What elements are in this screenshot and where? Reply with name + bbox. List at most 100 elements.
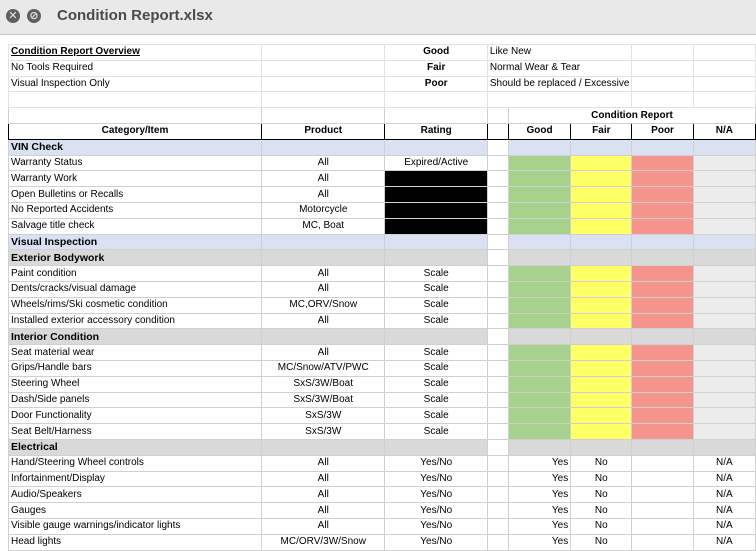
blank-cell[interactable]: [486, 138, 509, 156]
blank-cell[interactable]: [692, 233, 756, 251]
good-rating-cell[interactable]: [507, 375, 572, 393]
good-rating-cell[interactable]: [507, 296, 572, 314]
item-name[interactable]: Hand/Steering Wheel controls: [8, 454, 262, 472]
blank-cell[interactable]: [631, 517, 694, 535]
na-rating-cell[interactable]: [692, 154, 756, 172]
blank-cell[interactable]: [486, 312, 509, 330]
poor-rating-cell[interactable]: [631, 217, 694, 235]
item-name[interactable]: Open Bulletins or Recalls: [8, 186, 262, 203]
item-rating[interactable]: [384, 201, 488, 219]
fair-rating-cell[interactable]: [570, 359, 633, 377]
blank-cell[interactable]: [486, 423, 509, 440]
blank-cell[interactable]: [384, 328, 488, 346]
fair-rating-cell[interactable]: [570, 186, 633, 203]
blank-cell[interactable]: [260, 59, 386, 77]
item-rating[interactable]: Yes/No: [384, 470, 488, 488]
blank-cell[interactable]: [486, 454, 509, 472]
blank-cell[interactable]: [507, 438, 572, 456]
good-rating-cell[interactable]: [507, 170, 572, 188]
blank-cell[interactable]: [631, 138, 694, 156]
blank-cell[interactable]: [260, 438, 386, 456]
na-rating-cell[interactable]: [692, 359, 756, 377]
item-product[interactable]: All: [260, 517, 386, 535]
item-name[interactable]: Gauges: [8, 502, 262, 519]
poor-rating-cell[interactable]: [631, 312, 694, 330]
good-value[interactable]: Yes: [507, 502, 572, 519]
item-name[interactable]: Audio/Speakers: [8, 486, 262, 504]
fair-rating-cell[interactable]: [570, 217, 633, 235]
na-rating-cell[interactable]: [692, 280, 756, 298]
poor-rating-cell[interactable]: [631, 407, 694, 425]
na-value[interactable]: N/A: [692, 517, 756, 535]
blank-cell[interactable]: [384, 233, 488, 251]
fair-rating-cell[interactable]: [570, 154, 633, 172]
blank-cell[interactable]: [486, 391, 509, 409]
blank-cell[interactable]: [631, 438, 694, 456]
rating-level-description[interactable]: Normal Wear & Tear: [486, 59, 633, 77]
item-product[interactable]: All: [260, 344, 386, 361]
blank-cell[interactable]: [486, 328, 509, 346]
good-rating-cell[interactable]: [507, 186, 572, 203]
blank-cell[interactable]: [486, 265, 509, 282]
blank-cell[interactable]: [260, 107, 386, 124]
section-title[interactable]: Exterior Bodywork: [8, 249, 262, 267]
fair-value[interactable]: No: [570, 454, 633, 472]
section-title[interactable]: Electrical: [8, 438, 262, 456]
stop-icon[interactable]: ⊘: [27, 9, 41, 23]
blank-cell[interactable]: [260, 44, 386, 61]
item-name[interactable]: No Reported Accidents: [8, 201, 262, 219]
blank-cell[interactable]: [486, 186, 509, 203]
item-rating[interactable]: Yes/No: [384, 454, 488, 472]
blank-cell[interactable]: [260, 138, 386, 156]
blank-cell[interactable]: [507, 328, 572, 346]
item-product[interactable]: All: [260, 265, 386, 282]
na-rating-cell[interactable]: [692, 391, 756, 409]
item-rating[interactable]: Scale: [384, 391, 488, 409]
na-rating-cell[interactable]: [692, 201, 756, 219]
blank-cell[interactable]: [486, 359, 509, 377]
fair-rating-cell[interactable]: [570, 375, 633, 393]
blank-cell[interactable]: [631, 486, 694, 504]
good-rating-cell[interactable]: [507, 280, 572, 298]
item-rating[interactable]: Yes/No: [384, 517, 488, 535]
fair-rating-cell[interactable]: [570, 423, 633, 440]
good-value[interactable]: Yes: [507, 517, 572, 535]
blank-cell[interactable]: [8, 91, 262, 109]
blank-cell[interactable]: [631, 454, 694, 472]
blank-cell[interactable]: [384, 249, 488, 267]
item-rating[interactable]: Scale: [384, 407, 488, 425]
item-product[interactable]: All: [260, 280, 386, 298]
good-value[interactable]: Yes: [507, 470, 572, 488]
fair-rating-cell[interactable]: [570, 170, 633, 188]
item-name[interactable]: Installed exterior accessory condition: [8, 312, 262, 330]
item-rating[interactable]: [384, 170, 488, 188]
blank-cell[interactable]: [570, 138, 633, 156]
overview-line[interactable]: Visual Inspection Only: [8, 75, 262, 93]
blank-cell[interactable]: [570, 328, 633, 346]
rating-level-description[interactable]: Like New: [486, 44, 633, 61]
item-name[interactable]: Seat material wear: [8, 344, 262, 361]
blank-cell[interactable]: [692, 59, 756, 77]
spreadsheet-grid[interactable]: Condition Report Overview Good Like New No …: [8, 44, 756, 551]
blank-cell[interactable]: [260, 75, 386, 93]
poor-rating-cell[interactable]: [631, 423, 694, 440]
blank-cell[interactable]: [260, 91, 386, 109]
poor-rating-cell[interactable]: [631, 201, 694, 219]
item-name[interactable]: Salvage title check: [8, 217, 262, 235]
item-name[interactable]: Dash/Side panels: [8, 391, 262, 409]
blank-cell[interactable]: [486, 375, 509, 393]
overview-line[interactable]: No Tools Required: [8, 59, 262, 77]
blank-cell[interactable]: [486, 201, 509, 219]
good-rating-cell[interactable]: [507, 359, 572, 377]
item-product[interactable]: MC/ORV/3W/Snow: [260, 533, 386, 551]
blank-cell[interactable]: [260, 249, 386, 267]
blank-cell[interactable]: [486, 154, 509, 172]
blank-cell[interactable]: [692, 249, 756, 267]
poor-rating-cell[interactable]: [631, 359, 694, 377]
blank-cell[interactable]: [570, 233, 633, 251]
item-rating[interactable]: [384, 186, 488, 203]
blank-cell[interactable]: [507, 233, 572, 251]
fair-value[interactable]: No: [570, 470, 633, 488]
poor-rating-cell[interactable]: [631, 280, 694, 298]
item-product[interactable]: SxS/3W/Boat: [260, 391, 386, 409]
